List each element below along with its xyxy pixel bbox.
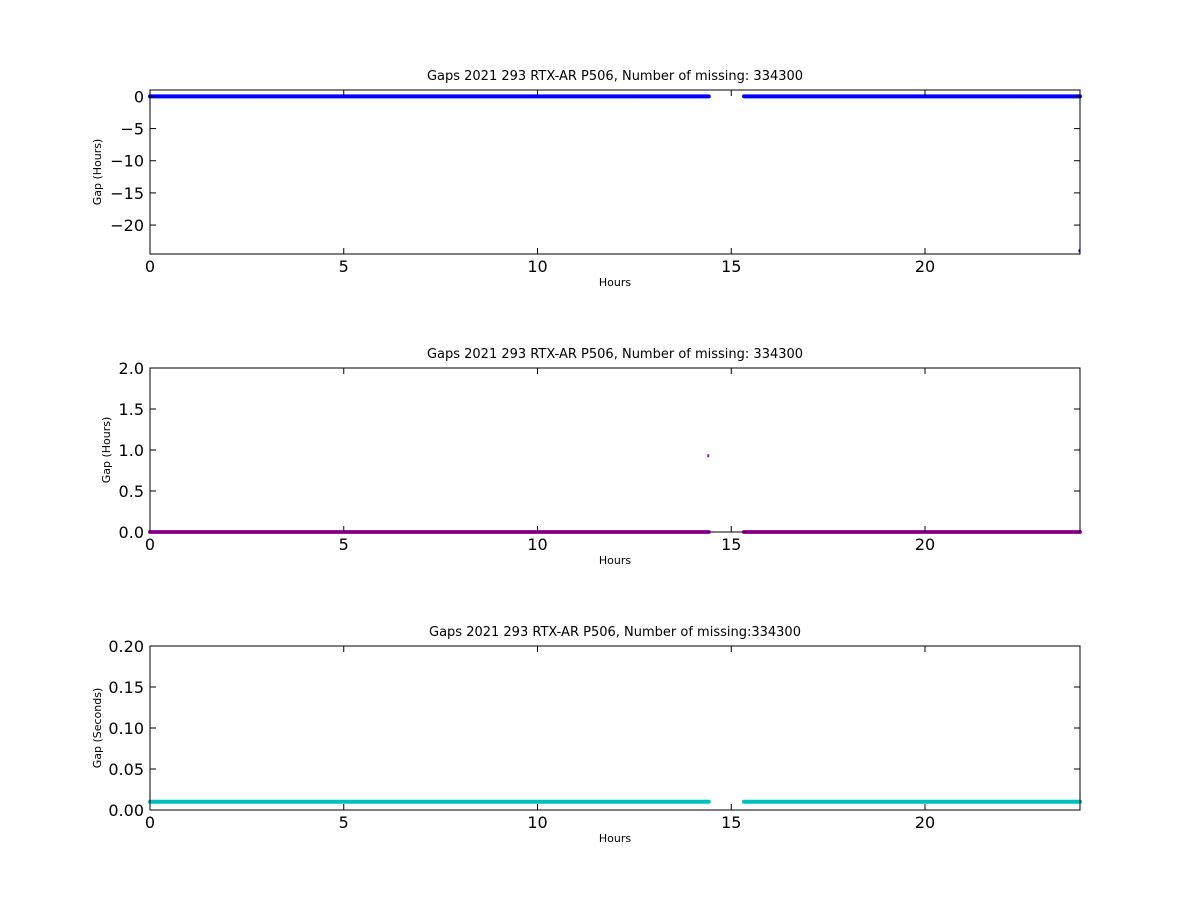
y-tick-label: −5: [120, 120, 144, 139]
y-tick-label: −10: [110, 152, 144, 171]
y-tick-label: −15: [110, 184, 144, 203]
x-tick-label: 20: [915, 257, 935, 276]
x-tick-label: 15: [721, 813, 741, 832]
x-tick-label: 0: [145, 813, 155, 832]
chart-title: Gaps 2021 293 RTX-AR P506, Number of mis…: [429, 625, 801, 640]
subplot-1: 0 5 10 15 20 0 −5 −10 −15 −20 Gaps 2021 293 RTX-AR…: [91, 69, 1082, 289]
plot-frame: [149, 645, 1081, 811]
y-axis-label: Gap (Hours): [91, 139, 104, 206]
x-tick-label: 15: [721, 257, 741, 276]
y-tick-label: 0.00: [108, 801, 144, 820]
chart-title: Gaps 2021 293 RTX-AR P506, Number of mis…: [427, 347, 803, 362]
x-tick-label: 0: [145, 257, 155, 276]
x-tick-label: 10: [527, 535, 547, 554]
y-tick-label: 0.10: [108, 719, 144, 738]
x-tick-label: 20: [915, 535, 935, 554]
y-tick-label: 1.0: [119, 441, 144, 460]
plot-frame: [149, 367, 1081, 533]
data-point: [707, 454, 710, 458]
x-tick-label: 20: [915, 813, 935, 832]
y-tick-label: 0.15: [108, 678, 144, 697]
y-tick-label: −20: [110, 216, 144, 235]
x-tick-label: 15: [721, 535, 741, 554]
y-tick-label: 2.0: [119, 359, 144, 378]
plot-frame: [149, 89, 1081, 255]
y-tick-label: 0.5: [119, 482, 144, 501]
y-tick-label: 0: [134, 87, 144, 106]
x-tick-label: 5: [339, 813, 349, 832]
y-tick-label: 0.20: [108, 637, 144, 656]
subplot-3: 0 5 10 15 20 0.00 0.05 0.10 0.15 0.20 Gaps 2021 29…: [91, 625, 1082, 845]
subplot-2: 0 5 10 15 20 0.0 0.5 1.0 1.5 2.0 Gaps 2021 293 RTX…: [100, 347, 1082, 567]
chart-title: Gaps 2021 293 RTX-AR P506, Number of mis…: [427, 69, 803, 84]
y-tick-label: 0.0: [119, 523, 144, 542]
x-tick-label: 10: [527, 257, 547, 276]
x-tick-label: 10: [527, 813, 547, 832]
y-axis-label: Gap (Seconds): [91, 688, 104, 769]
y-axis-label: Gap (Hours): [100, 417, 113, 484]
x-axis-label: Hours: [599, 832, 631, 845]
x-tick-label: 0: [145, 535, 155, 554]
x-tick-label: 5: [339, 535, 349, 554]
y-tick-label: 1.5: [119, 400, 144, 419]
x-axis-label: Hours: [599, 554, 631, 567]
y-tick-label: 0.05: [108, 760, 144, 779]
x-tick-label: 5: [339, 257, 349, 276]
x-axis-label: Hours: [599, 276, 631, 289]
